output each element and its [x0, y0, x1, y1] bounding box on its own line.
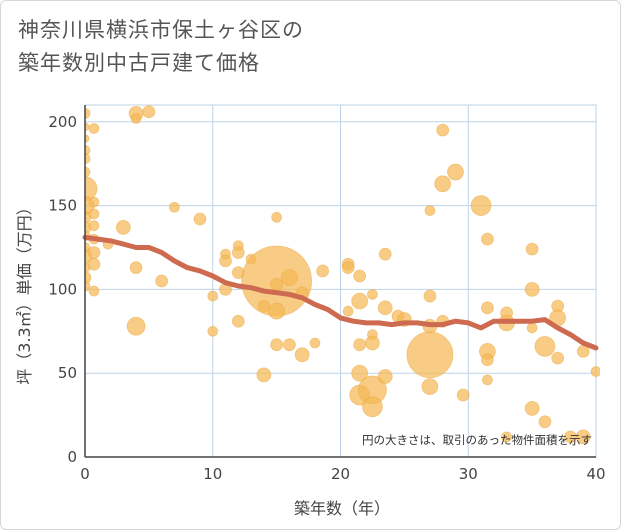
bubble-point: [424, 205, 436, 217]
bubble-point: [316, 264, 330, 278]
bubble-point: [524, 281, 540, 297]
bubble-point: [481, 301, 494, 315]
bubble-point: [219, 254, 232, 268]
x-tick-label: 10: [203, 465, 222, 483]
bubble-point: [85, 280, 91, 292]
x-axis-label: 築年数（年）: [294, 499, 390, 518]
bubble-point: [353, 338, 367, 352]
bubble-point: [155, 274, 169, 288]
bubble-point: [436, 123, 450, 137]
bubble-point: [367, 289, 378, 300]
x-tick-label: 20: [331, 465, 350, 483]
bubble-point: [365, 335, 380, 351]
bubble-point: [142, 105, 156, 119]
bubble-layer: [85, 105, 600, 445]
bubble-point: [534, 335, 556, 357]
bubble-point: [231, 314, 245, 328]
bubble-point: [447, 163, 464, 181]
bubble-point: [207, 325, 219, 337]
bubble-point: [271, 211, 283, 223]
bubble-point: [129, 261, 143, 274]
bubble-point: [169, 201, 180, 213]
bubble-point: [85, 176, 98, 202]
bubble-point: [351, 292, 369, 310]
bubble-point: [434, 175, 452, 193]
bubble-point: [85, 144, 91, 156]
bubble-point: [88, 196, 100, 208]
bubble-point: [377, 300, 393, 316]
bubble-point: [377, 369, 393, 384]
bubble-point: [524, 400, 540, 416]
bubble-point: [309, 337, 321, 349]
bubble-point: [294, 347, 310, 363]
bubble-point: [231, 246, 245, 259]
bubble-point: [423, 289, 437, 303]
bubble-point: [130, 113, 142, 124]
bubble-point: [551, 351, 565, 365]
bubble-point: [87, 246, 101, 259]
y-tick-label: 200: [48, 113, 77, 131]
bubble-point: [85, 107, 91, 119]
bubble-point: [115, 219, 131, 235]
bubble-point: [88, 208, 100, 220]
bubble-point: [85, 271, 92, 285]
bubble-point: [501, 431, 512, 443]
x-tick-label: 30: [459, 465, 478, 483]
bubble-point: [207, 290, 219, 302]
bubble-point: [85, 153, 91, 165]
bubble-point: [481, 353, 494, 367]
bubble-point: [126, 316, 146, 336]
size-note: 円の大きさは、取引のあった物件面積を示す: [362, 433, 592, 447]
bubble-point: [85, 166, 91, 178]
bubble-point: [538, 415, 552, 429]
bubble-point: [85, 134, 90, 143]
bubble-point: [88, 220, 100, 232]
bubble-point: [590, 366, 600, 377]
bubble-point: [482, 374, 493, 386]
bubble-point: [353, 269, 367, 283]
bubble-point: [351, 364, 369, 382]
bubble-point: [88, 285, 100, 297]
bubble-point: [256, 367, 272, 383]
bubble-point: [193, 212, 207, 226]
x-tick-label: 40: [586, 465, 605, 483]
chart-title-line-1: 神奈川県横浜市保土ヶ谷区の: [18, 18, 304, 42]
average-trend-line: [82, 234, 599, 351]
bubble-point: [362, 396, 383, 418]
bubble-point: [575, 429, 591, 445]
trend-layer: [82, 234, 599, 351]
y-tick-label: 150: [48, 197, 77, 215]
chart-title-line-2: 築年数別中古戸建て価格: [18, 51, 260, 75]
bubble-point: [87, 257, 101, 271]
bubble-point: [270, 277, 284, 291]
bubble-point: [268, 302, 286, 320]
bubble-point: [406, 331, 454, 379]
grid: [84, 104, 597, 458]
bubble-point: [378, 247, 392, 261]
y-axis-label: 坪（3.3㎡）単価（万円）: [15, 199, 34, 384]
bubble-point: [421, 378, 439, 396]
bubble-point: [456, 388, 470, 402]
chart-title: 神奈川県横浜市保土ヶ谷区の 築年数別中古戸建て価格: [18, 14, 304, 80]
bubble-point: [525, 242, 539, 256]
bubble-point: [342, 305, 354, 317]
bubble-point: [526, 322, 538, 334]
bubble-point: [341, 261, 355, 274]
bubble-point: [280, 269, 298, 287]
bubble-point: [88, 123, 100, 134]
bubble-point: [270, 338, 284, 352]
bubble-point: [470, 195, 492, 216]
y-tick-label: 100: [48, 280, 77, 298]
bubble-point: [282, 338, 296, 352]
y-tick-label: 50: [58, 364, 77, 382]
x-tick-label: 0: [80, 465, 90, 483]
y-tick-label: 0: [67, 448, 77, 466]
axes: 0 10 20 30 40 0 50 100 150 200: [48, 105, 606, 483]
bubble-point: [481, 232, 494, 246]
